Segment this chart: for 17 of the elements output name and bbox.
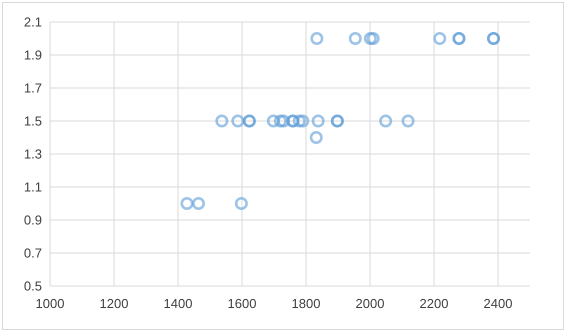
x-tick-label: 2000 (356, 296, 384, 311)
y-tick-label: 1.3 (24, 146, 42, 162)
y-tick-label: 1.7 (24, 80, 42, 96)
x-tick-label: 1800 (292, 296, 320, 311)
x-tick-label: 2200 (420, 296, 448, 311)
y-tick-label: 1.9 (24, 48, 42, 62)
y-tick-label: 1.1 (24, 180, 42, 194)
x-tick-label: 1200 (100, 296, 128, 311)
y-tick-label: 0.5 (24, 278, 42, 294)
y-tick-label: 0.9 (24, 212, 42, 228)
y-tick-label: 0.7 (24, 246, 42, 260)
x-tick-label: 1600 (228, 296, 256, 311)
y-tick-label: 1.5 (24, 114, 42, 128)
x-tick-label: 1000 (36, 296, 64, 311)
x-tick-label: 2400 (484, 296, 512, 311)
y-tick-label: 2.1 (24, 14, 42, 30)
x-tick-label: 1400 (164, 296, 192, 311)
